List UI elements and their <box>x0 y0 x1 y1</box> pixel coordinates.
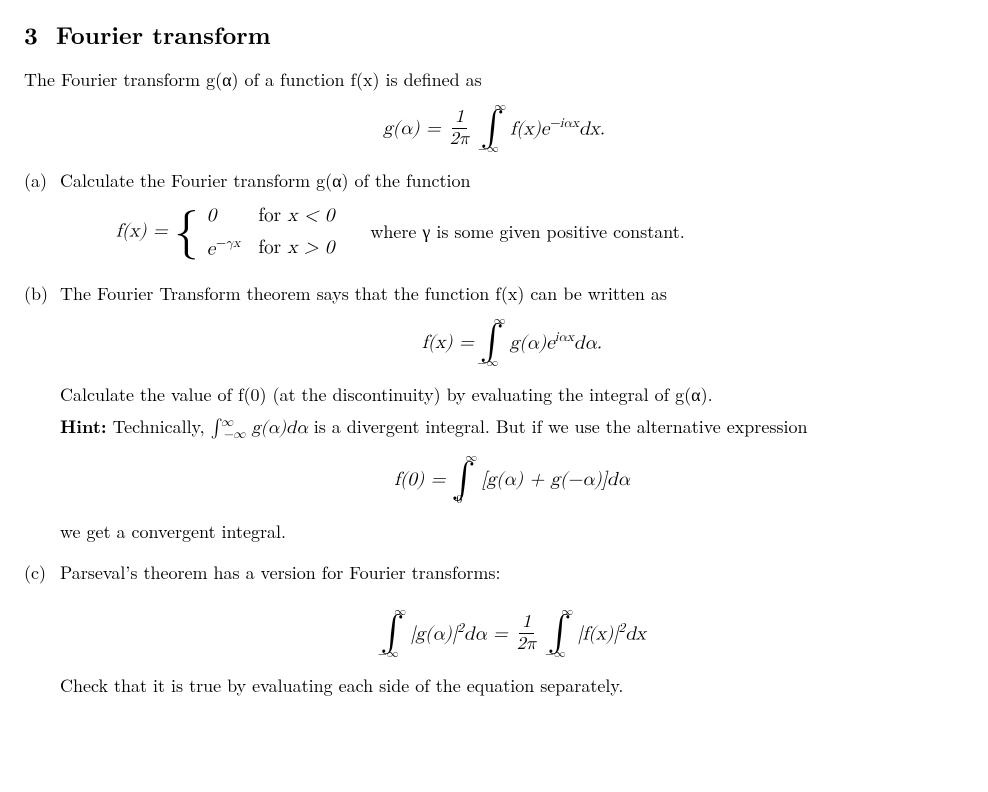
eq-b2-body: [g(α) + g(−α)]dα <box>481 466 629 494</box>
eq-b1-int-a: g(α)e <box>510 333 555 352</box>
eq-b1-upper: ∞ <box>494 317 506 326</box>
intro-text: The Fourier transform g(α) of a function… <box>24 67 964 93</box>
piece1-val: 0 <box>207 202 241 230</box>
part-b-tail: we get a convergent integral. <box>60 519 964 545</box>
eq-b1-integral: ∞ ∫ −∞ <box>480 317 504 368</box>
eq-b2-integral: ∞ ∫ 0 <box>451 454 475 505</box>
part-b-text: The Fourier Transform theorem says that … <box>60 281 667 306</box>
part-c-text: Parseval’s theorem has a version for Fou… <box>60 560 501 585</box>
hint-a: Technically, <box>107 414 211 439</box>
eq-def-integrand-a: f(x)e <box>510 119 549 138</box>
part-c: (c) Parseval’s theorem has a version for… <box>24 560 964 700</box>
hint-int-upper: ∞ <box>221 417 234 429</box>
integral-icon: ∫ <box>547 617 571 649</box>
eq-def-int-lower: −∞ <box>478 145 499 154</box>
eq-fourier-def: g(α) = 1 2π ∞ ∫ −∞ f(x)e−iαxdx. <box>24 103 964 154</box>
integral-icon: ∫ <box>480 112 504 144</box>
part-b: (b) The Fourier Transform theorem says t… <box>24 281 964 546</box>
section-header: 3 Fourier transform <box>24 18 964 53</box>
eq-c-l-lower: −∞ <box>378 650 399 659</box>
part-a-fx-lhs: f(x) = <box>116 222 168 241</box>
part-a-piecewise-line: f(x) = { 0 for x < 0 e−γx for x > 0 wher… <box>60 202 964 262</box>
eq-b1: f(x) = ∞ ∫ −∞ g(α)eiαxdα. <box>60 317 964 368</box>
piece2-val-exp: −γx <box>215 236 240 250</box>
eq-c-l-upper: ∞ <box>394 608 406 617</box>
eq-def-lhs: g(α) = <box>383 115 441 143</box>
eq-b1-lower: −∞ <box>477 359 498 368</box>
section-title: Fourier transform <box>56 18 271 53</box>
eq-c-frac-num: 1 <box>519 613 534 634</box>
eq-b2-lhs: f(0) = <box>394 466 445 494</box>
eq-def-frac: 1 2π <box>447 108 473 149</box>
piece2-cond: x > 0 <box>287 238 334 257</box>
eq-def-frac-den: 2π <box>447 129 473 149</box>
integral-icon: ∫ <box>380 617 404 649</box>
eq-c-frac: 1 2π <box>514 613 540 654</box>
part-a-text: Calculate the Fourier transform g(α) of … <box>60 168 471 193</box>
part-b-label: (b) <box>24 281 58 307</box>
eq-c-l-body-b: dα = <box>464 624 508 643</box>
eq-c-r-body-a: |f(x)| <box>577 624 618 643</box>
piece1-cond: x < 0 <box>287 206 334 225</box>
hint-label: Hint: <box>60 414 107 439</box>
part-b-hint: Hint: Technically, ∫∞−∞ g(α)dα is a dive… <box>60 414 964 444</box>
eq-b2: f(0) = ∞ ∫ 0 [g(α) + g(−α)]dα <box>60 454 964 505</box>
eq-c-r-upper: ∞ <box>561 608 573 617</box>
eq-c-left-integral: ∞ ∫ −∞ <box>380 608 404 659</box>
piece2-val-a: e <box>207 239 215 258</box>
eq-b2-lower: 0 <box>456 496 462 505</box>
integral-icon: ∫ <box>451 464 475 496</box>
eq-b1-lhs: f(x) = <box>422 329 474 357</box>
eq-c-frac-den: 2π <box>514 634 540 654</box>
piecewise-brace: { 0 for x < 0 e−γx for x > 0 <box>174 202 334 262</box>
section-number: 3 <box>24 18 38 53</box>
part-c-tail: Check that it is true by evaluating each… <box>60 673 964 699</box>
part-b-line2: Calculate the value of f(0) (at the disc… <box>60 382 964 408</box>
piece2-cond-pre: for <box>258 238 287 257</box>
eq-c-l-body-exp: 2 <box>457 621 464 635</box>
eq-c-r-body-b: dx <box>625 624 646 643</box>
left-brace-icon: { <box>174 215 199 250</box>
eq-def-integral: ∞ ∫ −∞ <box>480 103 504 154</box>
eq-def-int-upper: ∞ <box>494 103 506 112</box>
eq-def-integrand-b: dx. <box>579 119 605 138</box>
eq-c-right-integral: ∞ ∫ −∞ <box>547 608 571 659</box>
eq-b1-int-exp: iαx <box>555 330 574 344</box>
part-c-label: (c) <box>24 560 58 586</box>
part-a-label: (a) <box>24 168 58 194</box>
piece1-cond-pre: for <box>258 206 287 225</box>
hint-int-lower: −∞ <box>223 429 245 441</box>
eq-c-r-lower: −∞ <box>545 650 566 659</box>
hint-int-body: g(α)dα <box>252 419 308 437</box>
eq-b2-upper: ∞ <box>465 454 477 463</box>
eq-def-integrand-exp: −iαx <box>549 116 579 130</box>
eq-b1-int-b: dα. <box>574 333 602 352</box>
eq-c-l-body-a: |g(α)| <box>410 624 457 643</box>
part-a-where: where γ is some given positive constant. <box>370 219 684 245</box>
hint-b: is a divergent integral. But if we use t… <box>314 414 808 439</box>
integral-icon: ∫ <box>480 326 504 358</box>
eq-def-frac-num: 1 <box>452 108 467 129</box>
part-a: (a) Calculate the Fourier transform g(α)… <box>24 168 964 263</box>
eq-parseval: ∞ ∫ −∞ |g(α)|2dα = 1 2π ∞ ∫ −∞ |f(x)|2dx <box>60 596 964 659</box>
